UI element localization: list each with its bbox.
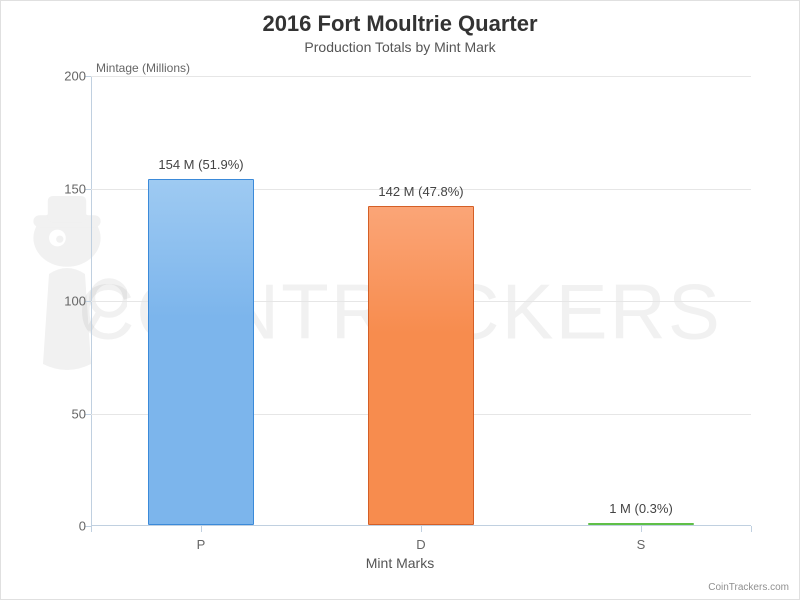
chart-subtitle: Production Totals by Mint Mark: [1, 39, 799, 55]
bar-p[interactable]: [148, 179, 254, 526]
y-axis-title: Mintage (Millions): [96, 61, 190, 75]
x-tick: [201, 526, 202, 532]
y-tick-label: 0: [51, 519, 86, 534]
chart-title: 2016 Fort Moultrie Quarter: [1, 11, 799, 37]
bar-d[interactable]: [368, 206, 474, 526]
x-tick: [91, 526, 92, 532]
x-tick: [421, 526, 422, 532]
x-tick-label: P: [197, 537, 206, 552]
x-tick-label: S: [637, 537, 646, 552]
y-tick-label: 50: [51, 406, 86, 421]
bar-label: 154 M (51.9%): [158, 157, 243, 172]
plot-area: 050100150200154 M (51.9%)P142 M (47.8%)D…: [91, 76, 751, 526]
x-tick-label: D: [416, 537, 425, 552]
y-tick-label: 150: [51, 181, 86, 196]
x-tick: [751, 526, 752, 532]
credits: CoinTrackers.com: [708, 582, 789, 593]
grid-line: [91, 76, 751, 77]
x-tick: [641, 526, 642, 532]
y-tick-label: 200: [51, 69, 86, 84]
y-tick-label: 100: [51, 294, 86, 309]
chart-container: COINTRACKERS 2016 Fort Moultrie Quarter …: [0, 0, 800, 600]
x-axis-title: Mint Marks: [1, 555, 799, 571]
bar-s[interactable]: [588, 523, 694, 525]
bar-label: 142 M (47.8%): [378, 184, 463, 199]
bar-label: 1 M (0.3%): [609, 501, 673, 516]
